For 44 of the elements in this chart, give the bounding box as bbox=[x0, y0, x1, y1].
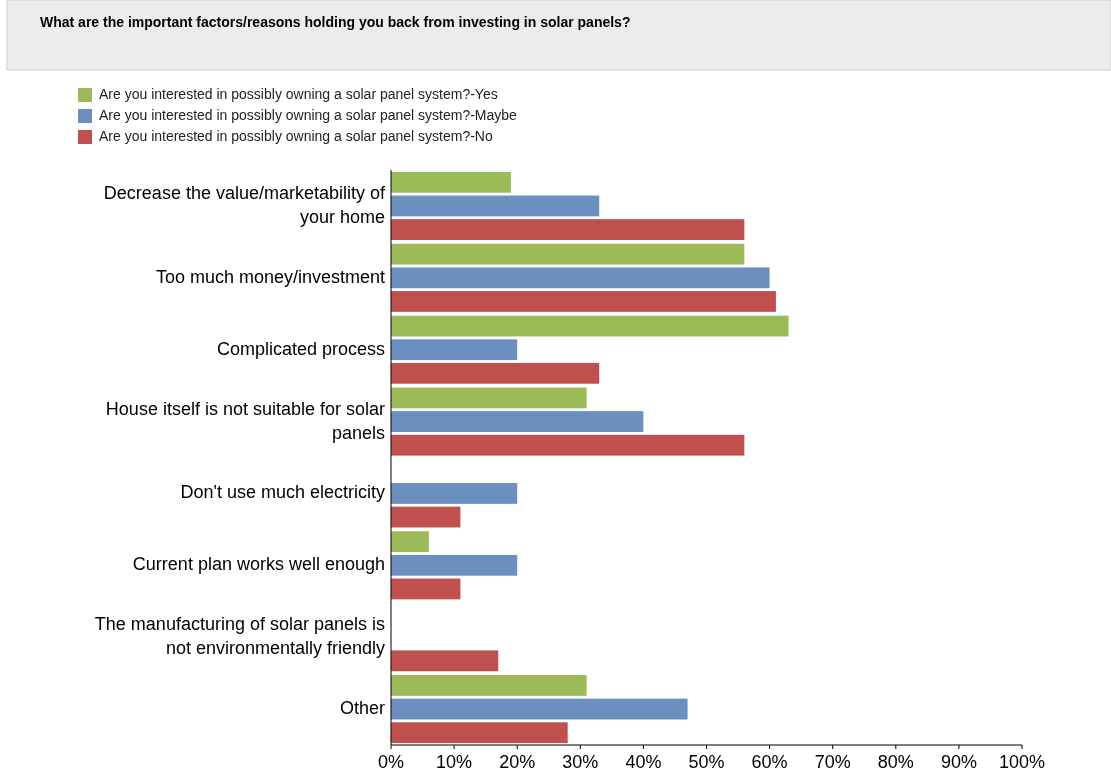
y-tick-label: Too much money/investment bbox=[155, 266, 385, 287]
x-tick-label: 0% bbox=[377, 751, 405, 772]
bar bbox=[391, 483, 518, 504]
bar bbox=[391, 531, 429, 553]
bar bbox=[391, 339, 518, 361]
bar bbox=[391, 578, 461, 600]
bar bbox=[391, 554, 518, 576]
bar bbox=[391, 362, 600, 384]
y-tick-label: House itself is not suitable for solar panels bbox=[105, 398, 385, 443]
x-tick-label: 80% bbox=[877, 751, 914, 772]
bar bbox=[391, 722, 568, 744]
x-tick-label: 70% bbox=[814, 751, 851, 772]
bar bbox=[391, 267, 770, 289]
bar bbox=[391, 434, 745, 456]
y-tick-label: Complicated process bbox=[216, 338, 385, 359]
x-tick-label: 50% bbox=[688, 751, 725, 772]
bar bbox=[391, 219, 745, 240]
y-tick-label: Don't use much electricity bbox=[180, 482, 385, 503]
legend-label: Are you interested in possibly owning a solar panel system?-No bbox=[99, 127, 493, 144]
y-tick-label: Decrease the value/marketability of your home bbox=[103, 182, 386, 227]
bar bbox=[391, 291, 776, 312]
bar bbox=[391, 675, 587, 696]
x-tick-label: 10% bbox=[436, 751, 473, 772]
bar bbox=[391, 315, 789, 337]
x-tick-label: 60% bbox=[751, 751, 788, 772]
x-tick-label: 20% bbox=[499, 751, 536, 772]
x-tick-label: 40% bbox=[625, 751, 662, 772]
x-tick-label: 100% bbox=[998, 751, 1046, 772]
y-tick-label: The manufacturing of solar panels is not environmentally friendly bbox=[94, 613, 385, 658]
y-tick-label: Other bbox=[339, 697, 385, 718]
legend-label: Are you interested in possibly owning a solar panel system?-Maybe bbox=[99, 106, 518, 123]
y-tick-label: Current plan works well enough bbox=[132, 554, 385, 575]
bar bbox=[391, 387, 587, 409]
bar bbox=[391, 243, 745, 265]
chart-title: What are the important factors/reasons holding you back from investing in solar panels? bbox=[40, 14, 631, 30]
bar bbox=[391, 650, 499, 672]
x-tick-label: 90% bbox=[940, 751, 977, 772]
legend-label: Are you interested in possibly owning a solar panel system?-Yes bbox=[99, 85, 498, 102]
bar bbox=[391, 506, 461, 528]
bar bbox=[391, 171, 511, 193]
bar bbox=[391, 698, 688, 720]
bar bbox=[391, 195, 600, 217]
bar bbox=[391, 411, 644, 432]
x-tick-label: 30% bbox=[562, 751, 599, 772]
